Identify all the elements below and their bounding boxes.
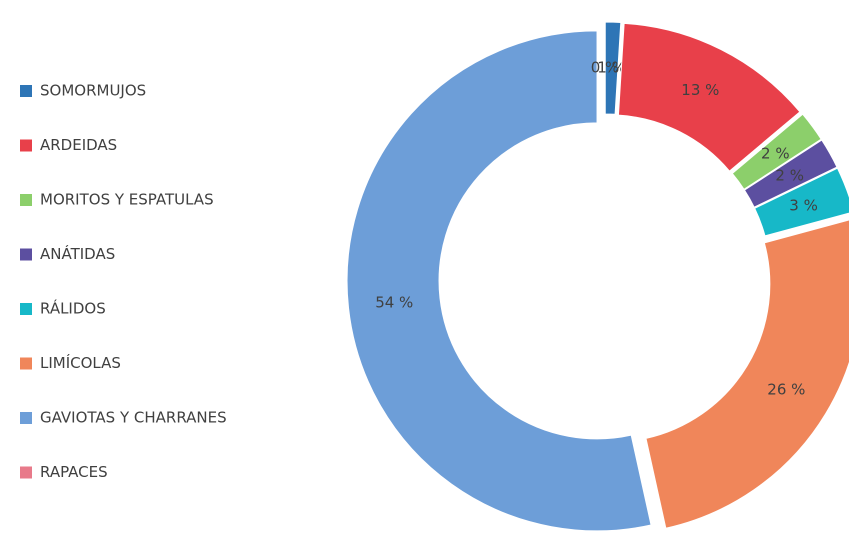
legend-label: LIMÍCOLAS [40, 353, 121, 372]
legend-swatch [20, 139, 32, 152]
legend-swatch [20, 85, 32, 97]
data-label: 1 % [597, 59, 626, 77]
legend-label: SOMORMUJOS [40, 82, 146, 100]
legend-swatch [20, 303, 32, 315]
donut-slice [731, 113, 822, 190]
data-label: 13 % [681, 81, 719, 99]
legend-swatch [20, 466, 32, 479]
data-label: 0 % [591, 59, 620, 77]
legend-label: RÁLIDOS [40, 299, 106, 318]
legend-swatch [20, 194, 32, 206]
donut-slice [604, 21, 622, 115]
data-label: 26 % [767, 380, 805, 398]
legend-label: ARDEIDAS [40, 136, 117, 154]
donut-slice [617, 22, 801, 172]
legend-label: MORITOS Y ESPATULAS [40, 191, 214, 209]
legend-swatch [20, 248, 32, 261]
legend-swatch [20, 412, 32, 424]
data-label: 3 % [789, 196, 818, 214]
data-label: 54 % [375, 294, 413, 312]
legend-label: GAVIOTAS Y CHARRANES [40, 409, 227, 427]
donut-slice [645, 219, 849, 529]
donut-slice [346, 30, 652, 532]
data-label: 2 % [775, 166, 804, 184]
data-label: 2 % [761, 144, 790, 162]
donut-slice [743, 139, 838, 208]
legend-label: ANÁTIDAS [40, 244, 115, 263]
legend-swatch [20, 357, 32, 370]
donut-slice [754, 167, 849, 237]
legend-label: RAPACES [40, 463, 108, 481]
